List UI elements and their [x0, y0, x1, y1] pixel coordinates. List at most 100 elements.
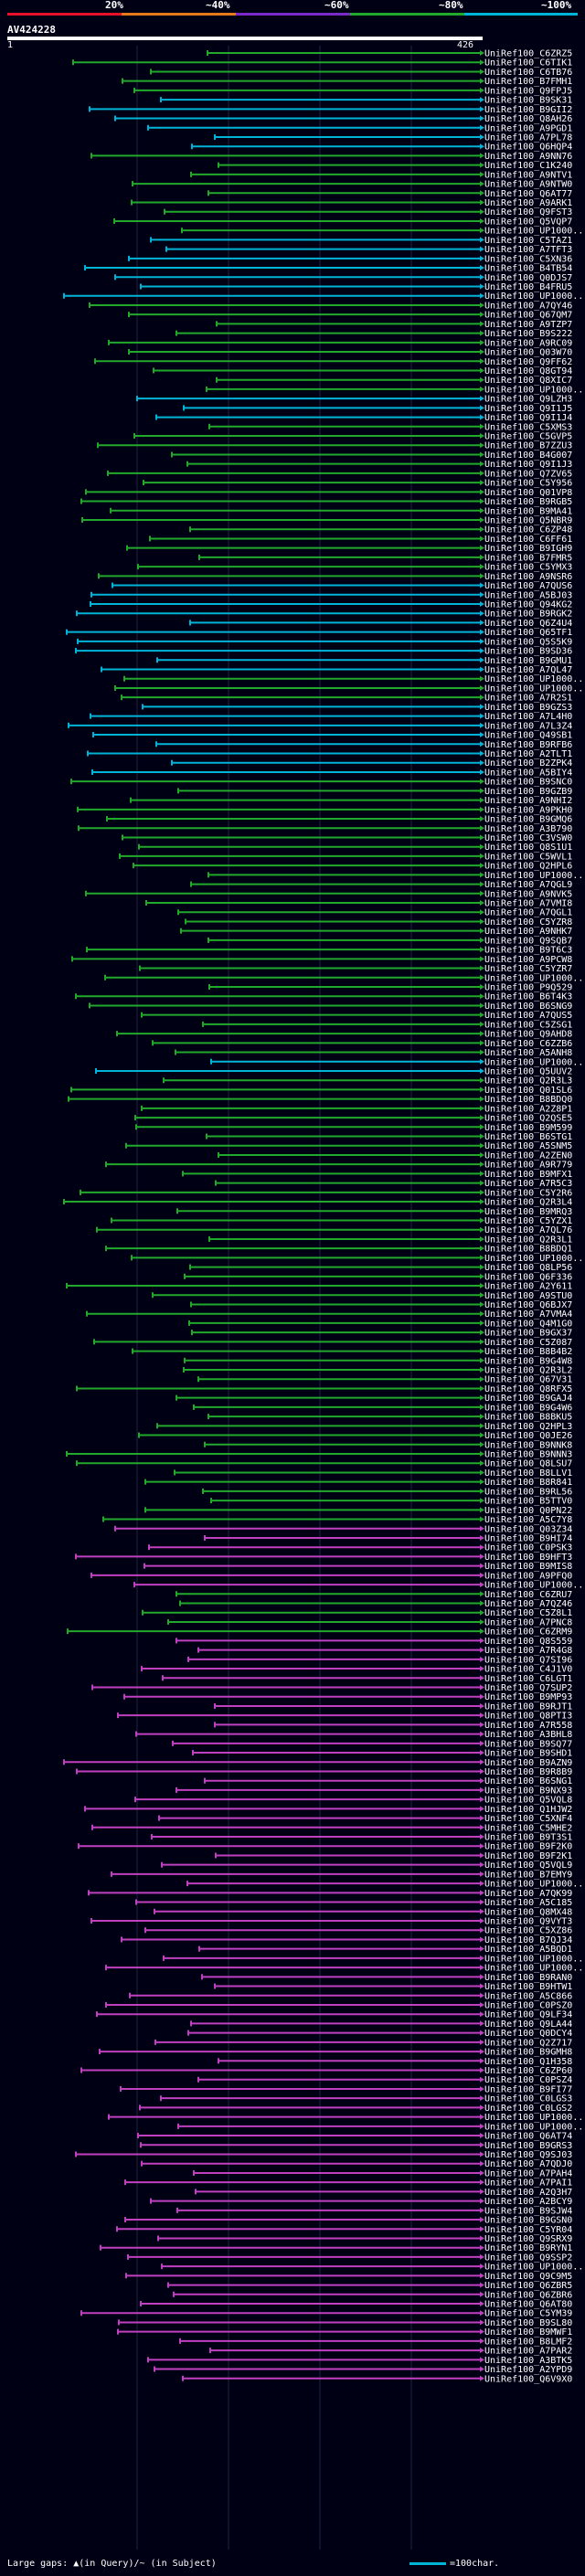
hit-label[interactable]: UniRef100_Q9I1J5	[484, 404, 572, 414]
hit-label[interactable]: UniRef100_Q8GT94	[484, 366, 572, 376]
hit-label[interactable]: UniRef100_Q7SUP2	[484, 1683, 572, 1693]
hit-label[interactable]: UniRef100_Q6BJX7	[484, 1300, 572, 1310]
hit-label[interactable]: UniRef100_Q8RFX5	[484, 1384, 572, 1394]
hit-label[interactable]: UniRef100_B9MIS8	[484, 1562, 572, 1572]
hit-label[interactable]: UniRef100_C6LGT1	[484, 1674, 572, 1684]
hit-label[interactable]: UniRef100_C6TIK1	[484, 58, 572, 69]
hit-label[interactable]: UniRef100_C6ZRU7	[484, 1590, 572, 1600]
hit-label[interactable]: UniRef100_Q6ZBR5	[484, 2281, 572, 2291]
hit-label[interactable]: UniRef100_Q65TF1	[484, 628, 572, 638]
hit-label[interactable]: UniRef100_A3BTK5	[484, 2356, 572, 2366]
hit-label[interactable]: UniRef100_B9NNK8	[484, 1440, 572, 1450]
hit-label[interactable]: UniRef100_A9R779	[484, 1161, 572, 1171]
hit-label[interactable]: UniRef100_B9AZN9	[484, 1758, 572, 1768]
hit-label[interactable]: UniRef100_A7R4G8	[484, 1646, 572, 1656]
hit-label[interactable]: UniRef100_A9PCW8	[484, 955, 572, 965]
hit-label[interactable]: UniRef100_C6ZP60	[484, 2066, 572, 2076]
hit-label[interactable]: UniRef100_Q9C9M5	[484, 2272, 572, 2282]
hit-label[interactable]: UniRef100_UP1000...	[484, 385, 585, 395]
hit-label[interactable]: UniRef100_A7PL78	[484, 133, 572, 143]
hit-label[interactable]: UniRef100_C6ZRM9	[484, 1627, 572, 1638]
hit-label[interactable]: UniRef100_A2BCY9	[484, 2197, 572, 2207]
hit-label[interactable]: UniRef100_Q8S1U1	[484, 843, 572, 853]
hit-label[interactable]: UniRef100_A5BJ03	[484, 590, 572, 600]
hit-label[interactable]: UniRef100_Q9VYT3	[484, 1917, 572, 1927]
hit-label[interactable]: UniRef100_A5BIY4	[484, 768, 572, 778]
hit-label[interactable]: UniRef100_A7QL47	[484, 665, 572, 675]
hit-label[interactable]: UniRef100_A5C185	[484, 1898, 572, 1908]
hit-label[interactable]: UniRef100_C0PSK3	[484, 1543, 572, 1553]
hit-label[interactable]: UniRef100_Q5UUV2	[484, 1066, 572, 1076]
hit-label[interactable]: UniRef100_A9PKH0	[484, 805, 572, 815]
hit-label[interactable]: UniRef100_C6FF61	[484, 535, 572, 545]
hit-label[interactable]: UniRef100_B9RFB6	[484, 740, 572, 750]
hit-label[interactable]: UniRef100_Q03Z34	[484, 1524, 572, 1534]
hit-label[interactable]: UniRef100_Q2R3L2	[484, 1366, 572, 1376]
hit-label[interactable]: UniRef100_B9RGB5	[484, 497, 572, 507]
hit-label[interactable]: UniRef100_C3VSW0	[484, 833, 572, 843]
hit-label[interactable]: UniRef100_A9NN76	[484, 152, 572, 162]
hit-label[interactable]: UniRef100_Q1HJW2	[484, 1805, 572, 1815]
hit-label[interactable]: UniRef100_B9F2K1	[484, 1851, 572, 1861]
hit-label[interactable]: UniRef100_C0PSZ0	[484, 2000, 572, 2010]
hit-label[interactable]: UniRef100_Q67QM7	[484, 311, 572, 321]
hit-label[interactable]: UniRef100_Q9FF62	[484, 357, 572, 367]
hit-label[interactable]: UniRef100_A7R2S1	[484, 694, 572, 704]
hit-label[interactable]: UniRef100_Q4M1G0	[484, 1319, 572, 1329]
hit-label[interactable]: UniRef100_B7QJ34	[484, 1935, 572, 1945]
hit-label[interactable]: UniRef100_B7ZZU3	[484, 441, 572, 451]
hit-label[interactable]: UniRef100_UP1000...	[484, 1880, 585, 1890]
hit-label[interactable]: UniRef100_A2ZEN0	[484, 1150, 572, 1161]
hit-label[interactable]: UniRef100_Q2Z717	[484, 2038, 572, 2048]
hit-label[interactable]: UniRef100_Q03W70	[484, 348, 572, 358]
hit-label[interactable]: UniRef100_Q9SRX9	[484, 2234, 572, 2244]
hit-label[interactable]: UniRef100_A5C7Y8	[484, 1515, 572, 1525]
hit-label[interactable]: UniRef100_A7R558	[484, 1721, 572, 1731]
hit-label[interactable]: UniRef100_A7QDJ0	[484, 2159, 572, 2169]
hit-label[interactable]: UniRef100_B9GSN0	[484, 2216, 572, 2226]
hit-label[interactable]: UniRef100_A2Q3H7	[484, 2188, 572, 2198]
hit-label[interactable]: UniRef100_A7TFT3	[484, 245, 572, 255]
hit-label[interactable]: UniRef100_B6SNG9	[484, 1002, 572, 1012]
hit-label[interactable]: UniRef100_Q9LF34	[484, 2010, 572, 2020]
hit-label[interactable]: UniRef100_A7QZ46	[484, 1599, 572, 1609]
hit-label[interactable]: UniRef100_B9SD36	[484, 647, 572, 657]
hit-label[interactable]: UniRef100_A7QK99	[484, 1889, 572, 1899]
hit-label[interactable]: UniRef100_Q5VQP7	[484, 217, 572, 227]
hit-label[interactable]: UniRef100_A5ANH8	[484, 1048, 572, 1058]
hit-label[interactable]: UniRef100_Q8MX48	[484, 1907, 572, 1917]
hit-label[interactable]: UniRef100_A7L4H0	[484, 712, 572, 722]
hit-label[interactable]: UniRef100_B8LMF2	[484, 2337, 572, 2347]
hit-label[interactable]: UniRef100_B6STG1	[484, 1132, 572, 1142]
hit-label[interactable]: UniRef100_B9SNC0	[484, 778, 572, 788]
hit-label[interactable]: UniRef100_A2TLT1	[484, 749, 572, 759]
hit-label[interactable]: UniRef100_B4G007	[484, 451, 572, 461]
hit-label[interactable]: UniRef100_B9G4W6	[484, 1403, 572, 1413]
hit-label[interactable]: UniRef100_B9NX93	[484, 1786, 572, 1796]
hit-label[interactable]: UniRef100_C6ZP48	[484, 525, 572, 535]
hit-label[interactable]: UniRef100_Q5NBR9	[484, 516, 572, 526]
hit-label[interactable]: UniRef100_C5YZR7	[484, 964, 572, 974]
hit-label[interactable]: UniRef100_A7PAR2	[484, 2347, 572, 2357]
hit-label[interactable]: UniRef100_B9FI77	[484, 2084, 572, 2094]
hit-label[interactable]: UniRef100_B6SNG1	[484, 1776, 572, 1786]
hit-label[interactable]: UniRef100_C5Z8L1	[484, 1608, 572, 1618]
hit-label[interactable]: UniRef100_UP1000...	[484, 1964, 585, 1974]
hit-label[interactable]: UniRef100_A7VMI8	[484, 899, 572, 909]
hit-label[interactable]: UniRef100_UP1000...	[484, 1954, 585, 1964]
hit-label[interactable]: UniRef100_B7EMY9	[484, 1870, 572, 1880]
hit-label[interactable]: UniRef100_A2YPD9	[484, 2365, 572, 2375]
hit-label[interactable]: UniRef100_Q9FST3	[484, 207, 572, 217]
hit-label[interactable]: UniRef100_Q5S5K9	[484, 637, 572, 647]
hit-label[interactable]: UniRef100_B7FMR5	[484, 553, 572, 563]
hit-label[interactable]: UniRef100_A9PFQ0	[484, 1571, 572, 1581]
hit-label[interactable]: UniRef100_B6T4K3	[484, 992, 572, 1002]
hit-label[interactable]: UniRef100_Q2R3L4	[484, 1198, 572, 1208]
hit-label[interactable]: UniRef100_Q7SI96	[484, 1655, 572, 1665]
hit-label[interactable]: UniRef100_Q8LSU7	[484, 1459, 572, 1469]
hit-label[interactable]: UniRef100_B9GZB9	[484, 787, 572, 797]
hit-label[interactable]: UniRef100_UP1000...	[484, 227, 585, 237]
hit-label[interactable]: UniRef100_C5XNF4	[484, 1814, 572, 1824]
hit-label[interactable]: UniRef100_B9G4W8	[484, 1356, 572, 1366]
hit-label[interactable]: UniRef100_UP1000...	[484, 292, 585, 302]
